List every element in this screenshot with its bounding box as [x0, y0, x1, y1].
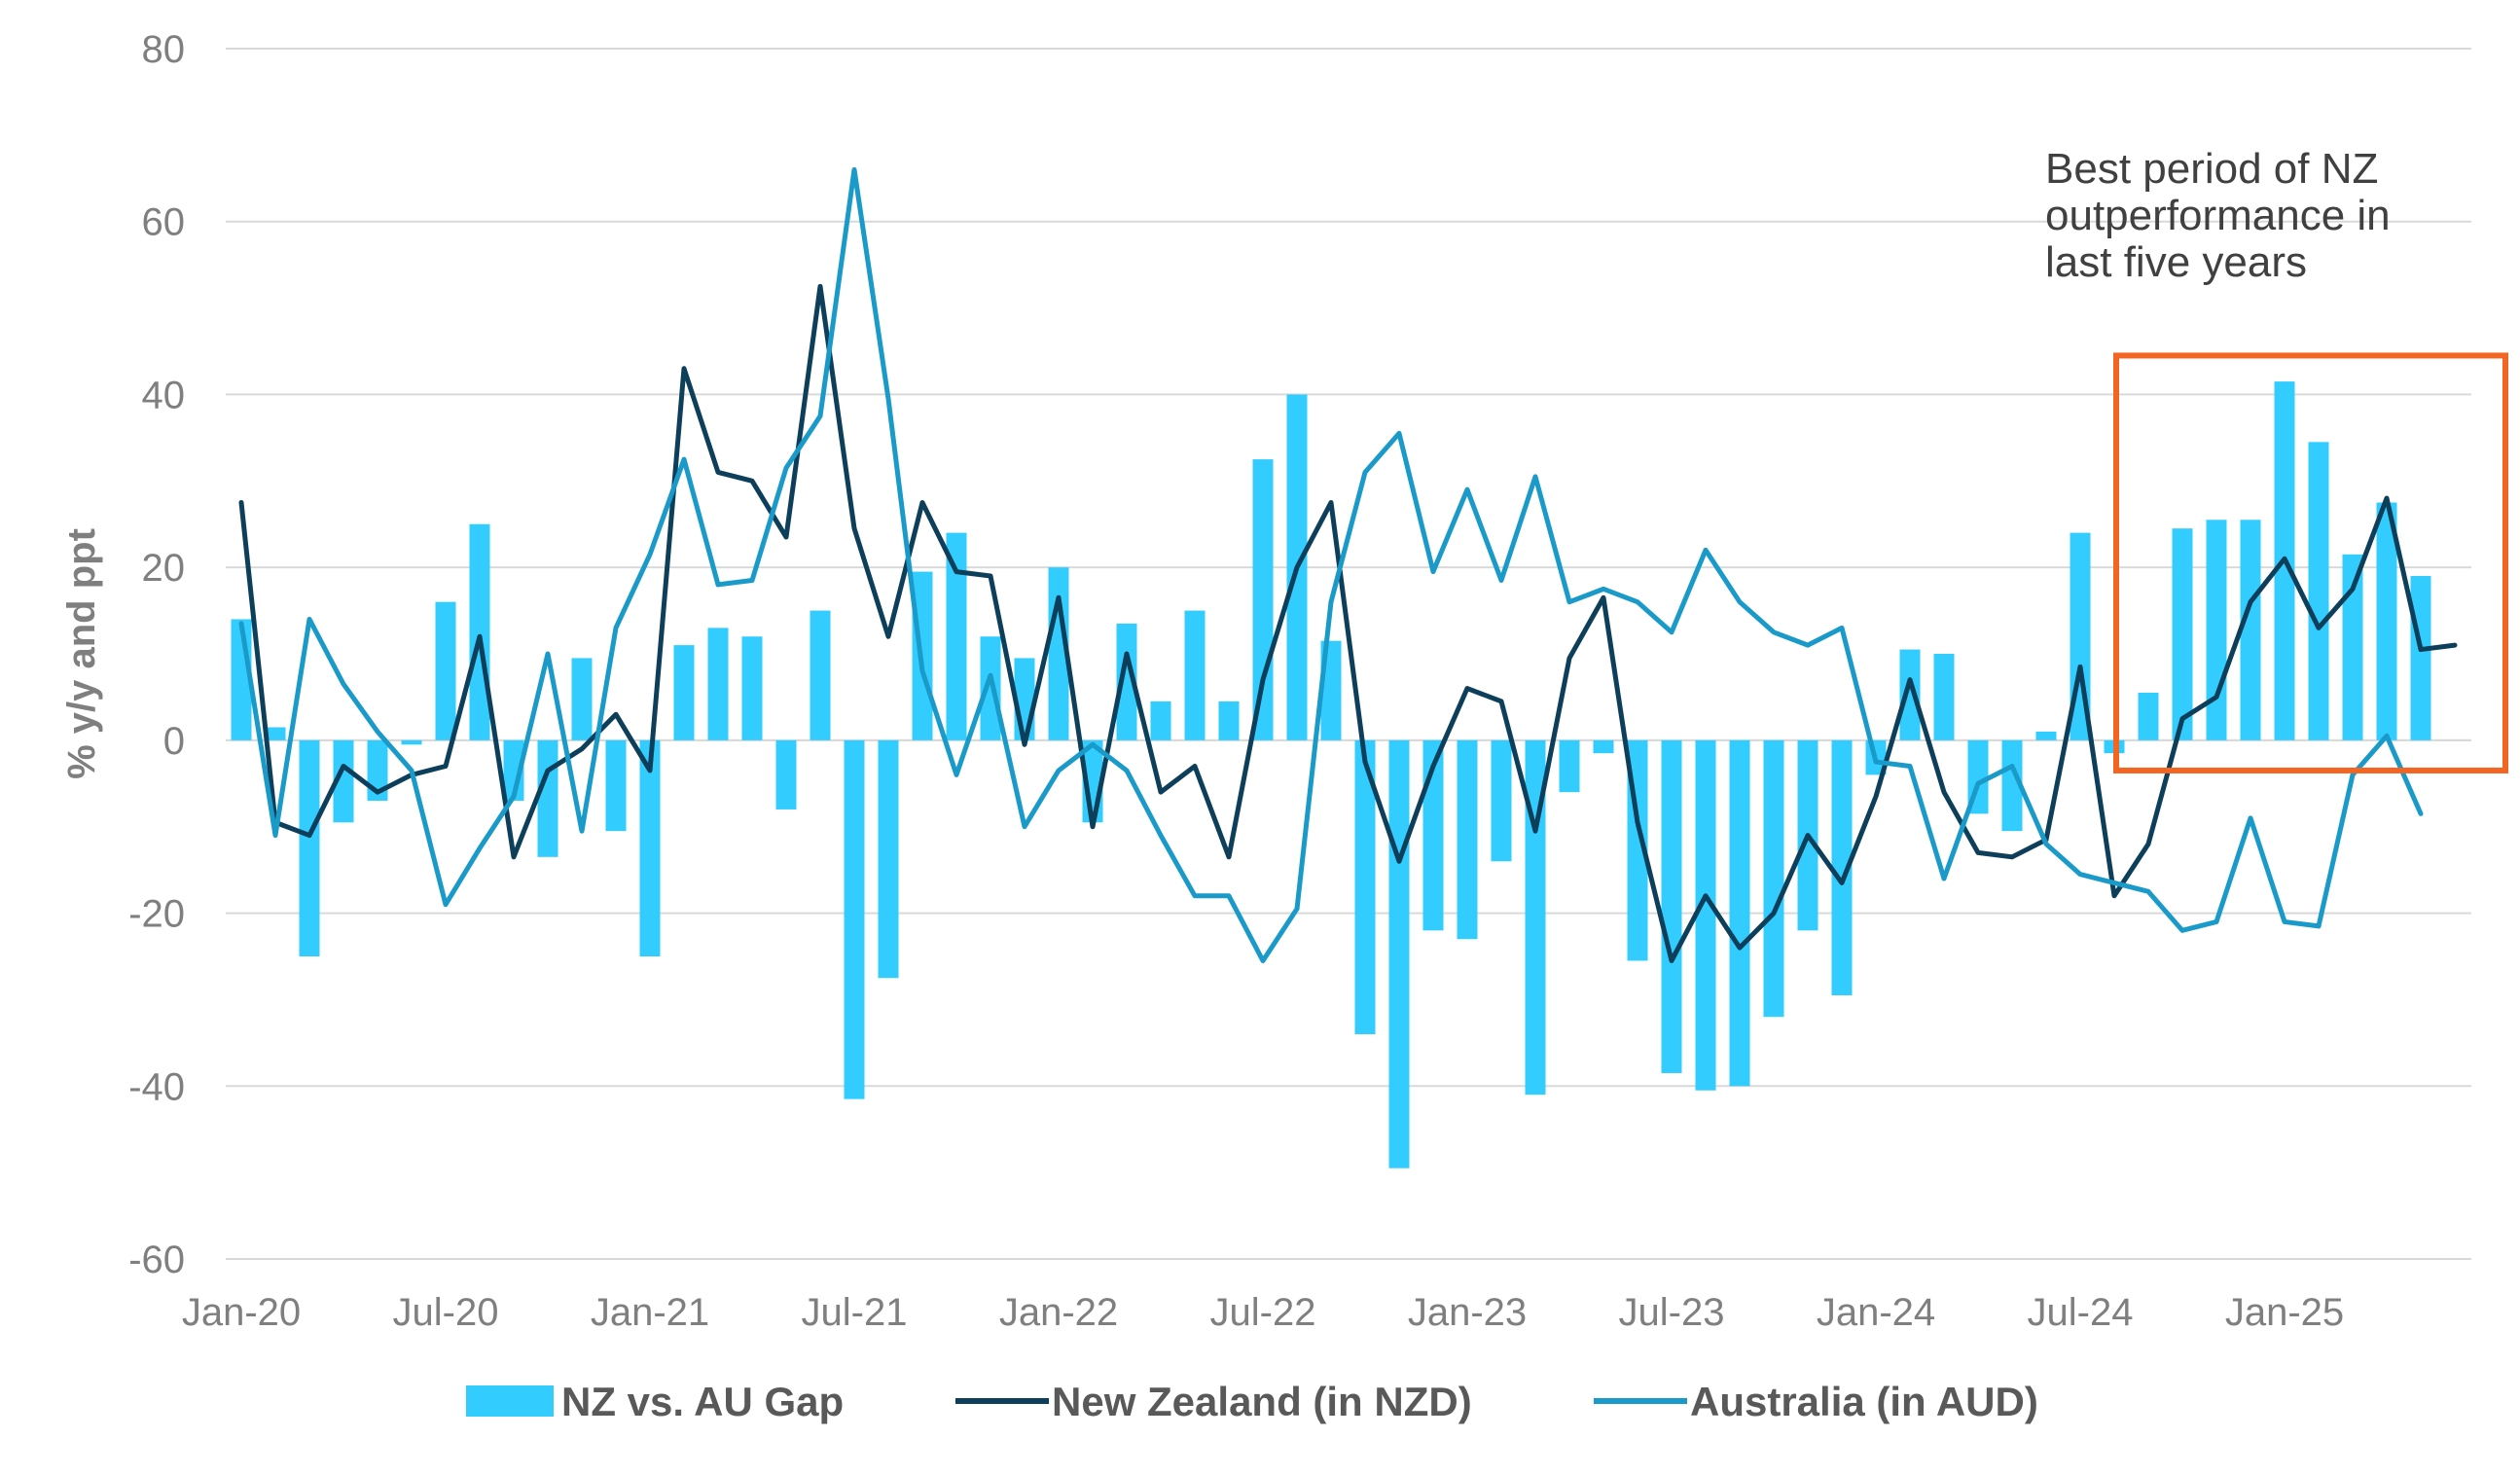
gap-bar — [2138, 692, 2159, 740]
gap-bar — [1388, 739, 1410, 1168]
gap-bar — [1354, 739, 1376, 1034]
legend-label-au: Australia (in AUD) — [1690, 1379, 2038, 1424]
gap-bar — [1218, 701, 1240, 740]
x-tick-label: Jan-20 — [182, 1291, 301, 1334]
annotation-text-line: outperformance in — [2045, 192, 2391, 239]
gap-bar — [2342, 554, 2363, 740]
gap-bar — [1933, 654, 1955, 740]
y-tick-label: 80 — [142, 28, 186, 71]
gap-bar — [1831, 739, 1853, 995]
y-tick-label: 60 — [142, 201, 186, 244]
gap-bar — [1457, 739, 1478, 940]
gap-bar — [810, 610, 831, 740]
annotation-box — [2113, 352, 2508, 773]
gap-bar — [1491, 739, 1512, 862]
gap-bar — [1661, 739, 1682, 1073]
gap-bar — [435, 601, 456, 740]
gap-bar — [1422, 739, 1444, 931]
gap-bar — [2410, 576, 2431, 740]
gap-bar — [265, 727, 286, 740]
x-tick-label: Jul-24 — [2028, 1291, 2134, 1334]
gap-bar — [1525, 739, 1546, 1096]
annotation-text-line: last five years — [2045, 238, 2307, 286]
gap-bar — [980, 636, 1001, 740]
gap-bar — [2001, 739, 2023, 832]
gap-bar — [1593, 739, 1614, 754]
gap-bar — [2240, 520, 2261, 740]
gap-bar — [537, 739, 558, 857]
gap-bar — [673, 645, 695, 740]
gap-bar — [775, 739, 797, 809]
gap-bar — [401, 739, 422, 745]
y-axis-title: % y/y and ppt — [60, 528, 103, 779]
x-tick-label: Jul-20 — [393, 1291, 499, 1334]
legend-label-nz: New Zealand (in NZD) — [1052, 1379, 1472, 1424]
gap-bar — [2035, 731, 2057, 740]
gap-bar — [1116, 623, 1137, 740]
legend-label-gap: NZ vs. AU Gap — [561, 1379, 844, 1424]
gap-bar — [1559, 739, 1580, 793]
x-tick-label: Jan-23 — [1408, 1291, 1527, 1334]
gap-bar — [1763, 739, 1784, 1018]
gap-bar — [639, 739, 661, 956]
gap-bar — [1729, 739, 1750, 1087]
y-tick-label: 40 — [142, 374, 186, 416]
x-tick-label: Jan-24 — [1817, 1291, 1935, 1334]
legend-swatch-gap — [466, 1385, 554, 1417]
x-tick-label: Jan-25 — [2225, 1291, 2344, 1334]
y-tick-label: -60 — [128, 1239, 185, 1281]
gap-bar — [1695, 739, 1716, 1091]
x-tick-label: Jul-23 — [1619, 1291, 1725, 1334]
gap-bar — [2308, 442, 2329, 740]
gap-bar — [605, 739, 627, 832]
australia-line — [238, 166, 2424, 963]
gap-bar — [2172, 528, 2193, 740]
x-tick-label: Jul-21 — [802, 1291, 908, 1334]
x-tick-label: Jul-22 — [1210, 1291, 1316, 1334]
gap-bar — [2206, 520, 2227, 740]
gap-bar — [1150, 701, 1171, 740]
y-tick-label: 0 — [163, 720, 185, 763]
new-zealand-line — [238, 283, 2458, 963]
gap-bar — [707, 628, 729, 740]
gap-bar — [333, 739, 354, 823]
gap-bar — [741, 636, 763, 740]
gap-bar — [878, 739, 899, 979]
gap-bar — [469, 523, 490, 740]
gap-bar — [2376, 502, 2397, 740]
x-tick-label: Jan-21 — [591, 1291, 709, 1334]
gap-bar — [571, 658, 593, 740]
gap-bar — [946, 532, 967, 740]
y-tick-label: -40 — [128, 1065, 185, 1108]
gap-bar — [1899, 649, 1921, 740]
gap-bar — [503, 739, 524, 802]
gap-bar — [299, 739, 320, 956]
x-tick-label: Jan-22 — [999, 1291, 1118, 1334]
gap-bar — [1252, 459, 1274, 740]
y-tick-label: 20 — [142, 547, 186, 590]
gap-bar — [1184, 610, 1206, 740]
annotation-text-line: Best period of NZ — [2045, 145, 2378, 193]
gap-bar — [844, 739, 865, 1099]
y-tick-label: -20 — [128, 893, 185, 936]
